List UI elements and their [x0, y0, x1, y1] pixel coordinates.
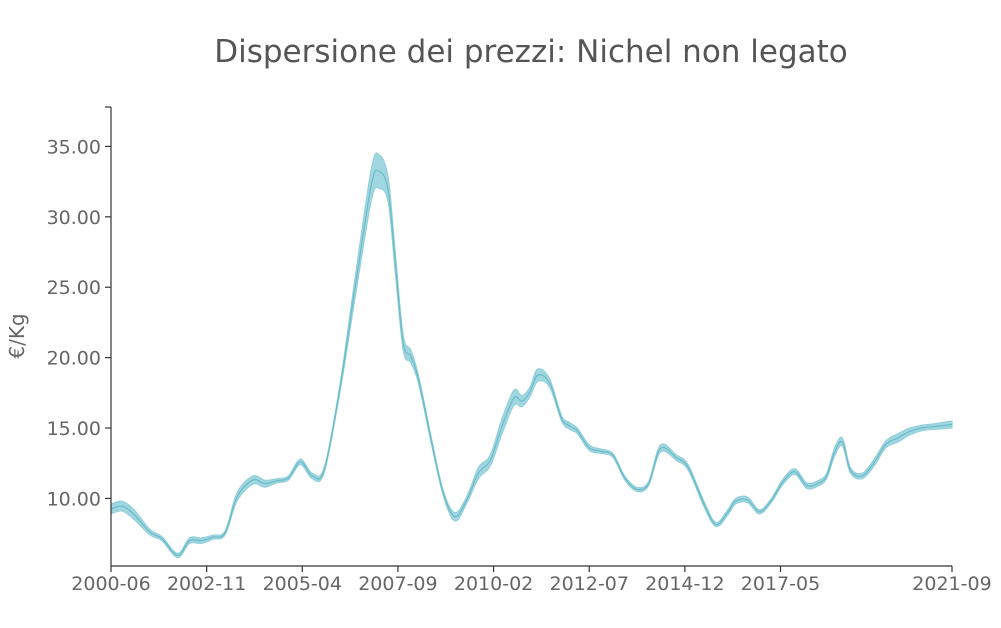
chart-title: Dispersione dei prezzi: Nichel non legat…	[214, 34, 848, 70]
x-tick-label: 2005-04	[263, 573, 342, 595]
x-tick-label: 2010-02	[454, 573, 533, 595]
dispersion-band-0	[110, 152, 953, 559]
y-tick-label: 10.00	[47, 488, 101, 510]
x-tick-label: 2017-05	[741, 573, 820, 595]
y-tick-label: 15.00	[47, 418, 101, 440]
x-tick-label: 2007-09	[358, 573, 437, 595]
y-tick-label: 25.00	[47, 277, 101, 299]
median-line-0	[110, 169, 953, 556]
y-tick-label: 35.00	[47, 136, 101, 158]
x-tick-label: 2002-11	[167, 573, 246, 595]
axes: 10.00 15.00 20.00 25.00 30.00 35.00 2000-06 200…	[47, 106, 992, 595]
x-tick-label: 2014-12	[645, 573, 724, 595]
x-tick-label: 2000-06	[71, 573, 150, 595]
y-tick-label: 20.00	[47, 348, 101, 370]
x-tick-label: 2012-07	[550, 573, 629, 595]
x-tick-label: 2021-09	[912, 573, 991, 595]
y-tick-label: 30.00	[47, 207, 101, 229]
plot-area	[110, 152, 953, 559]
y-axis-label: €/Kg	[5, 313, 29, 358]
